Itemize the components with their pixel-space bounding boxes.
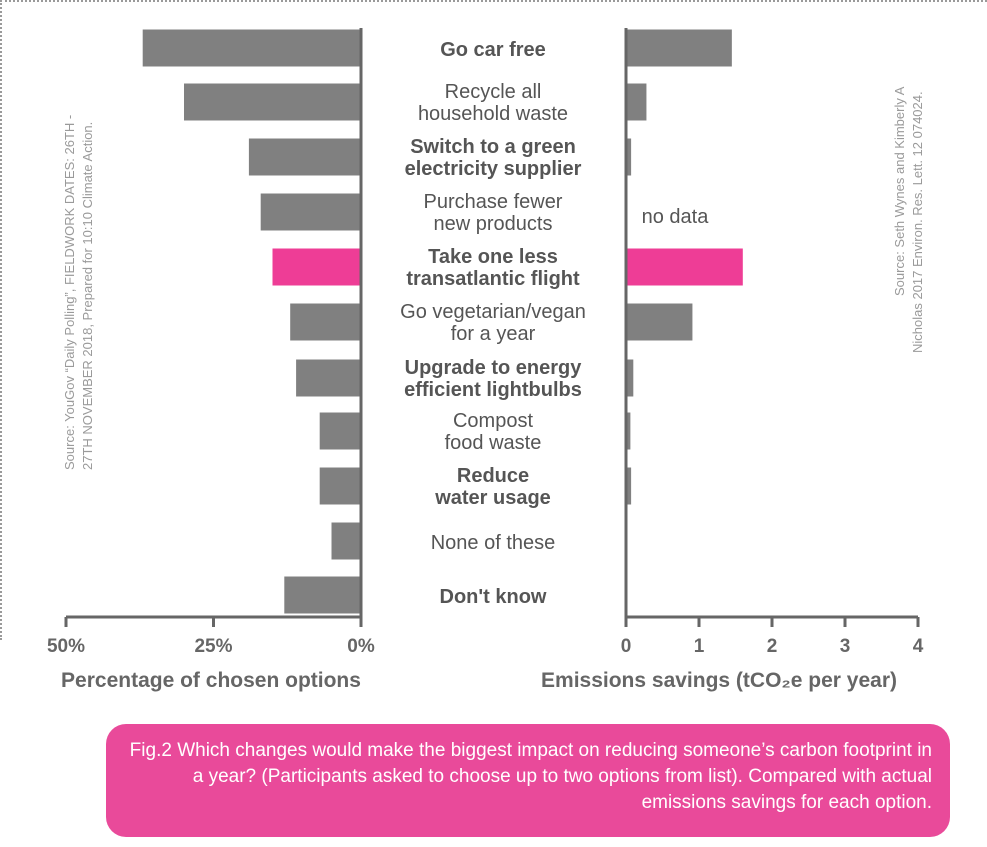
right-source-line-2: Nicholas 2017 Environ. Res. Lett. 12 074… (910, 91, 925, 353)
right-bar (626, 412, 631, 450)
category-label: household waste (418, 103, 568, 125)
left-bar (260, 193, 361, 231)
left-source: Source: YouGov “Daily Polling”, FIELDWOR… (62, 115, 95, 470)
right-ticks: 0 1 2 3 4 (621, 617, 924, 657)
left-tick-label: 25% (194, 636, 232, 657)
no-data-label: no data (642, 206, 710, 228)
left-bar (331, 522, 361, 560)
category-label: Upgrade to energy (405, 357, 583, 379)
left-bar (296, 359, 361, 397)
category-label: Go vegetarian/vegan (400, 301, 586, 323)
right-tick-label: 2 (767, 636, 778, 657)
category-label: Don't know (440, 586, 547, 608)
left-ticks: 50% 25% 0% (47, 617, 375, 657)
category-label: efficient lightbulbs (404, 379, 582, 401)
left-bar (272, 248, 361, 286)
left-bars (142, 29, 361, 614)
category-label: food waste (445, 432, 542, 454)
category-label: Purchase fewer (424, 191, 563, 213)
left-bar (284, 576, 361, 614)
dotted-border-top (0, 0, 987, 2)
right-bar (626, 83, 647, 121)
left-bar (142, 29, 361, 67)
left-bar (248, 138, 361, 176)
dotted-border-left (0, 0, 2, 640)
right-source: Source: Seth Wynes and Kimberly A Nichol… (892, 86, 925, 353)
figure-caption: Fig.2 Which changes would make the bigge… (106, 724, 950, 837)
category-label: None of these (431, 532, 556, 554)
right-axis-title: Emissions savings (tCO₂e per year) (541, 669, 897, 692)
category-label: Reduce (457, 465, 529, 487)
left-source-line-2: 27TH NOVEMBER 2018, Prepared for 10:10 C… (80, 122, 95, 470)
right-tick-label: 4 (913, 636, 924, 657)
right-bar (626, 138, 632, 176)
left-bar (290, 303, 361, 341)
right-bar (626, 359, 634, 397)
left-bar (319, 412, 361, 450)
right-bar (626, 29, 732, 67)
category-label: water usage (434, 487, 551, 509)
right-bar (626, 248, 743, 286)
right-tick-label: 0 (621, 636, 632, 657)
category-label: for a year (451, 323, 536, 345)
category-label: transatlantic flight (406, 268, 580, 290)
category-label: electricity supplier (405, 158, 582, 180)
category-label: Switch to a green (410, 136, 576, 158)
category-label: Recycle all (445, 81, 542, 103)
category-label: new products (434, 213, 553, 235)
right-bar (626, 467, 632, 505)
right-bar (626, 303, 693, 341)
left-tick-label: 50% (47, 636, 85, 657)
left-tick-label: 0% (347, 636, 375, 657)
left-axis-title: Percentage of chosen options (61, 669, 361, 692)
left-source-line-1: Source: YouGov “Daily Polling”, FIELDWOR… (62, 115, 77, 470)
category-label: Compost (453, 410, 533, 432)
category-label: Go car free (440, 39, 546, 61)
right-tick-label: 1 (694, 636, 705, 657)
right-source-line-1: Source: Seth Wynes and Kimberly A (892, 86, 907, 296)
left-bar (184, 83, 361, 121)
right-tick-label: 3 (840, 636, 851, 657)
right-bars (626, 29, 743, 505)
left-bar (319, 467, 361, 505)
category-label: Take one less (428, 246, 558, 268)
